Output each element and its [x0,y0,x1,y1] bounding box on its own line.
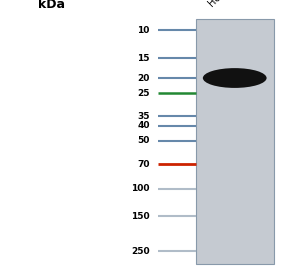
Text: 40: 40 [137,121,150,130]
Text: 25: 25 [137,89,150,98]
Text: 15: 15 [137,54,150,63]
Text: 10: 10 [137,26,150,35]
Text: 250: 250 [131,247,150,256]
Text: 20: 20 [137,73,150,82]
Text: 35: 35 [137,112,150,121]
Text: 70: 70 [137,160,150,169]
Bar [196,19,274,264]
Text: 100: 100 [131,184,150,193]
Text: HeLa: HeLa [206,0,231,8]
Text: kDa: kDa [38,0,65,11]
Text: 50: 50 [137,136,150,145]
Text: 150: 150 [131,212,150,221]
Ellipse shape [203,68,267,88]
